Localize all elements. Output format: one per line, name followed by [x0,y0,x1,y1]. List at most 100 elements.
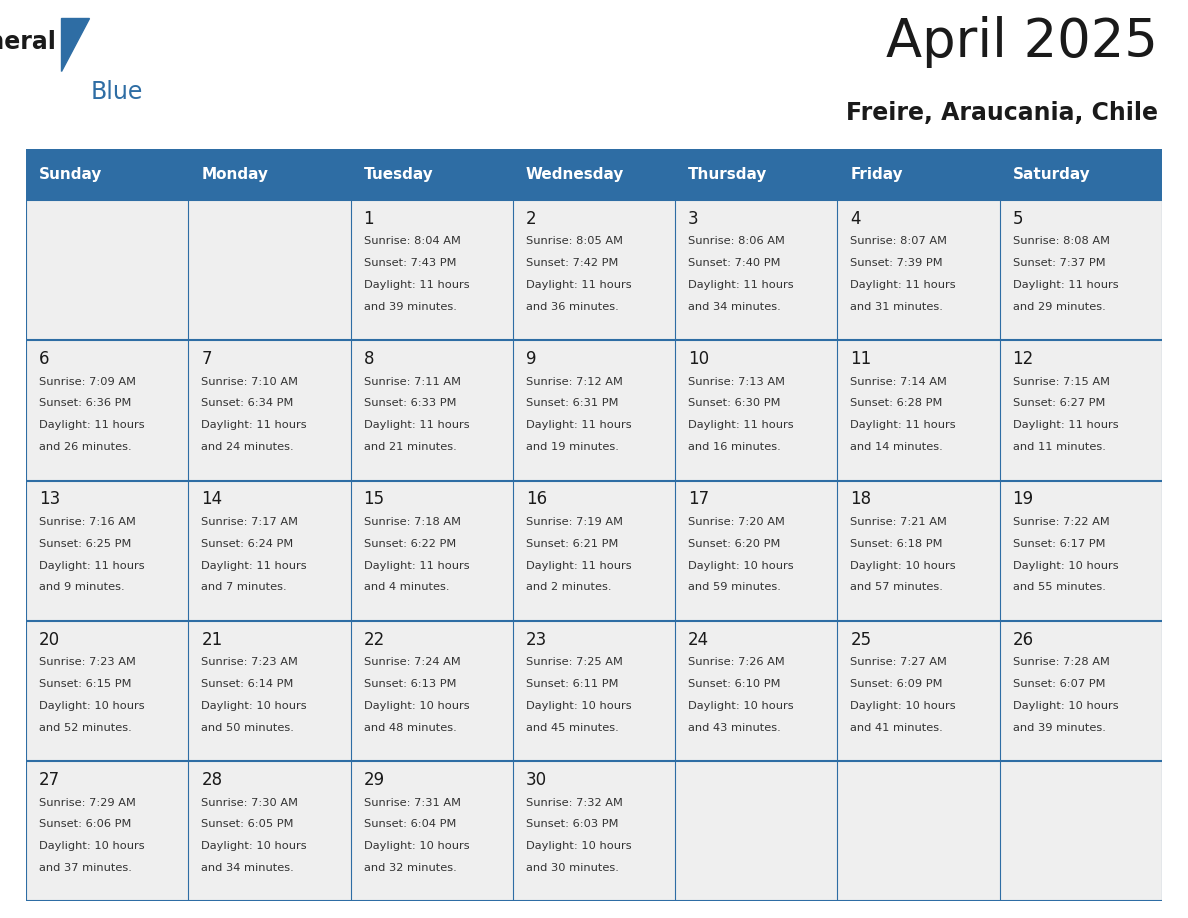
Text: Sunset: 6:24 PM: Sunset: 6:24 PM [201,539,293,549]
Bar [999,761,1162,901]
Bar [350,480,513,621]
Text: and 41 minutes.: and 41 minutes. [851,722,943,733]
Text: and 43 minutes.: and 43 minutes. [688,722,781,733]
Text: Sunset: 6:13 PM: Sunset: 6:13 PM [364,679,456,689]
Text: and 57 minutes.: and 57 minutes. [851,582,943,592]
Text: 7: 7 [201,350,211,368]
Text: Sunrise: 7:20 AM: Sunrise: 7:20 AM [688,517,785,527]
Text: 6: 6 [39,350,50,368]
Text: Sunset: 6:05 PM: Sunset: 6:05 PM [201,820,293,829]
Text: Sunset: 7:40 PM: Sunset: 7:40 PM [688,258,781,268]
Text: Daylight: 11 hours: Daylight: 11 hours [364,561,469,570]
Text: and 9 minutes.: and 9 minutes. [39,582,125,592]
Bar [26,149,189,200]
Text: Daylight: 10 hours: Daylight: 10 hours [526,841,632,851]
Text: Friday: Friday [851,167,903,182]
Text: Sunset: 6:10 PM: Sunset: 6:10 PM [688,679,781,689]
Bar [26,200,189,341]
Bar [26,761,189,901]
Text: Monday: Monday [201,167,268,182]
Text: 15: 15 [364,490,385,509]
Text: 2: 2 [526,209,537,228]
Bar [189,341,350,480]
Text: 1: 1 [364,209,374,228]
Text: and 45 minutes.: and 45 minutes. [526,722,619,733]
Text: Daylight: 10 hours: Daylight: 10 hours [688,561,794,570]
Text: 10: 10 [688,350,709,368]
Text: Sunrise: 7:14 AM: Sunrise: 7:14 AM [851,376,947,386]
Text: Sunset: 6:03 PM: Sunset: 6:03 PM [526,820,619,829]
Bar [675,480,838,621]
Text: Daylight: 10 hours: Daylight: 10 hours [851,700,956,711]
Text: Sunrise: 7:21 AM: Sunrise: 7:21 AM [851,517,947,527]
Text: and 34 minutes.: and 34 minutes. [688,302,781,311]
Text: Daylight: 10 hours: Daylight: 10 hours [851,561,956,570]
Text: Sunrise: 7:17 AM: Sunrise: 7:17 AM [201,517,298,527]
Bar [838,341,999,480]
Text: 26: 26 [1012,631,1034,649]
Bar [675,761,838,901]
Bar [350,761,513,901]
Text: Sunset: 6:18 PM: Sunset: 6:18 PM [851,539,943,549]
Text: 18: 18 [851,490,872,509]
Text: Sunset: 7:39 PM: Sunset: 7:39 PM [851,258,943,268]
Text: Sunrise: 7:13 AM: Sunrise: 7:13 AM [688,376,785,386]
Text: Sunrise: 7:29 AM: Sunrise: 7:29 AM [39,798,135,808]
Text: 17: 17 [688,490,709,509]
Text: Sunrise: 7:25 AM: Sunrise: 7:25 AM [526,657,623,667]
Text: 19: 19 [1012,490,1034,509]
Bar [513,761,675,901]
Text: Daylight: 10 hours: Daylight: 10 hours [364,700,469,711]
Text: and 4 minutes.: and 4 minutes. [364,582,449,592]
Text: and 7 minutes.: and 7 minutes. [201,582,287,592]
Text: Sunset: 6:36 PM: Sunset: 6:36 PM [39,398,132,409]
Text: Daylight: 11 hours: Daylight: 11 hours [201,420,307,431]
Text: 30: 30 [526,771,546,789]
Bar [189,480,350,621]
Text: 22: 22 [364,631,385,649]
Text: General: General [0,29,57,53]
Text: Sunrise: 8:07 AM: Sunrise: 8:07 AM [851,237,947,246]
Text: Thursday: Thursday [688,167,767,182]
Text: Sunset: 6:11 PM: Sunset: 6:11 PM [526,679,619,689]
Text: Sunrise: 7:15 AM: Sunrise: 7:15 AM [1012,376,1110,386]
Bar [350,621,513,761]
Bar [513,200,675,341]
Text: 20: 20 [39,631,61,649]
Text: and 59 minutes.: and 59 minutes. [688,582,781,592]
Text: Sunrise: 7:27 AM: Sunrise: 7:27 AM [851,657,947,667]
Text: Daylight: 11 hours: Daylight: 11 hours [851,420,956,431]
Text: Sunrise: 7:23 AM: Sunrise: 7:23 AM [201,657,298,667]
Text: Daylight: 11 hours: Daylight: 11 hours [364,420,469,431]
Text: Daylight: 10 hours: Daylight: 10 hours [1012,561,1118,570]
Bar [675,621,838,761]
Text: Sunrise: 8:06 AM: Sunrise: 8:06 AM [688,237,785,246]
Bar [350,341,513,480]
Text: 3: 3 [688,209,699,228]
Text: 13: 13 [39,490,61,509]
Bar [999,341,1162,480]
Text: Daylight: 10 hours: Daylight: 10 hours [688,700,794,711]
Bar [26,621,189,761]
Text: Saturday: Saturday [1012,167,1091,182]
Text: and 29 minutes.: and 29 minutes. [1012,302,1105,311]
Bar [838,480,999,621]
Bar [675,341,838,480]
Text: Sunrise: 7:32 AM: Sunrise: 7:32 AM [526,798,623,808]
Bar [838,149,999,200]
Text: and 37 minutes.: and 37 minutes. [39,863,132,873]
Text: and 26 minutes.: and 26 minutes. [39,442,132,452]
Text: 4: 4 [851,209,861,228]
Text: Daylight: 10 hours: Daylight: 10 hours [526,700,632,711]
Text: and 14 minutes.: and 14 minutes. [851,442,943,452]
Text: Sunset: 6:15 PM: Sunset: 6:15 PM [39,679,132,689]
Text: Freire, Araucania, Chile: Freire, Araucania, Chile [846,101,1158,125]
Text: Daylight: 10 hours: Daylight: 10 hours [201,700,307,711]
Text: and 50 minutes.: and 50 minutes. [201,722,295,733]
Bar [999,149,1162,200]
Text: Sunrise: 7:10 AM: Sunrise: 7:10 AM [201,376,298,386]
Text: Sunrise: 7:23 AM: Sunrise: 7:23 AM [39,657,135,667]
Bar [189,761,350,901]
Bar [350,200,513,341]
Text: Sunrise: 8:05 AM: Sunrise: 8:05 AM [526,237,623,246]
